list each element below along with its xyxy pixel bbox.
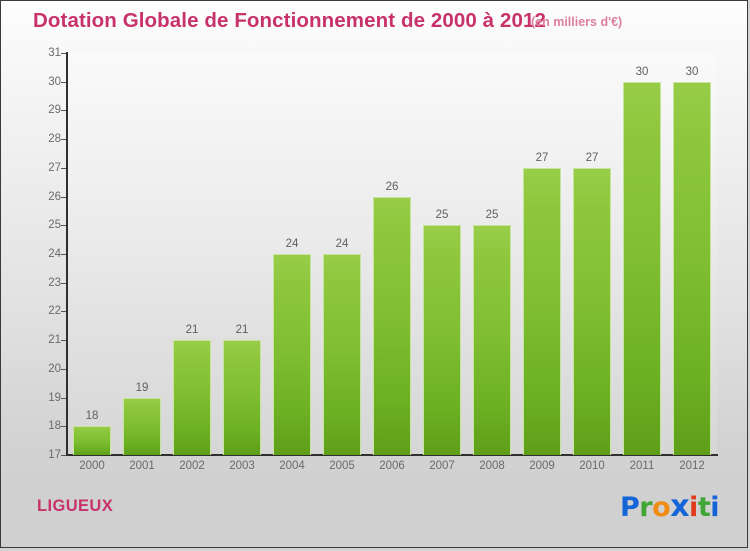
bar-2011[interactable] — [623, 81, 661, 455]
bar-value-label: 19 — [135, 381, 149, 394]
bar-2012[interactable] — [673, 81, 711, 455]
x-axis-tick-label: 2008 — [479, 460, 505, 472]
logo-letter: x — [670, 489, 690, 524]
bar-value-label: 26 — [385, 180, 399, 193]
y-axis-tick — [61, 139, 66, 141]
x-axis-tick-label: 2011 — [629, 460, 655, 472]
logo-letter: r — [639, 492, 653, 523]
x-axis-tick-label: 2010 — [579, 460, 605, 472]
y-axis-tick-label: 22 — [48, 305, 61, 318]
bar-value-label: 30 — [685, 65, 699, 78]
logo-letter: o — [652, 492, 671, 523]
y-axis-tick — [61, 368, 66, 370]
logo-letter: P — [620, 492, 640, 523]
y-axis-tick — [61, 455, 66, 456]
x-axis-tick-label: 2004 — [279, 460, 305, 472]
bar-2006[interactable] — [373, 196, 411, 455]
x-axis-tick-label: 2005 — [329, 460, 355, 472]
y-axis-tick-label: 28 — [48, 133, 61, 146]
y-axis-tick-label: 26 — [48, 190, 61, 203]
y-axis-line — [66, 52, 68, 456]
bar-2010[interactable] — [573, 167, 611, 455]
bar-2008[interactable] — [473, 225, 511, 455]
commune-name: LIGUEUX — [37, 497, 114, 515]
y-axis-tick — [61, 282, 66, 284]
bar-2001[interactable] — [123, 397, 161, 455]
x-axis-tick-label: 2003 — [229, 460, 255, 472]
y-axis-tick-label: 19 — [48, 391, 61, 404]
y-axis-tick-label: 23 — [48, 276, 61, 289]
y-axis-tick-label: 21 — [48, 334, 61, 347]
x-axis-tick-label: 2001 — [129, 460, 155, 472]
bar-value-label: 24 — [335, 238, 349, 250]
bar-2002[interactable] — [173, 340, 211, 455]
x-axis-tick-label: 2000 — [79, 460, 105, 472]
y-axis-tick — [61, 81, 66, 83]
bar-value-label: 24 — [285, 238, 299, 250]
logo-letter: i — [689, 492, 698, 523]
y-axis-tick — [61, 426, 66, 428]
x-axis-tick-label: 2012 — [679, 460, 705, 472]
bar-value-label: 25 — [435, 209, 449, 222]
chart-units-subtitle: (en milliers d'€) — [531, 15, 623, 29]
bar-value-label: 27 — [585, 151, 599, 164]
y-axis-tick-label: 27 — [48, 161, 61, 174]
y-axis-tick — [61, 196, 66, 198]
page-title: Dotation Globale de Fonctionnement de 20… — [33, 9, 546, 32]
bar-value-label: 27 — [535, 151, 549, 164]
y-axis-tick — [61, 254, 66, 255]
bar-2003[interactable] — [223, 340, 261, 455]
bar-2005[interactable] — [323, 254, 361, 455]
y-axis-tick-label: 24 — [48, 248, 61, 260]
x-axis-tick-label: 2009 — [529, 460, 555, 472]
y-axis-tick — [61, 167, 66, 169]
x-axis-tick-label: 2006 — [379, 460, 405, 472]
y-axis-tick — [61, 110, 66, 112]
y-axis-tick-label: 31 — [48, 47, 61, 59]
y-axis-tick — [61, 53, 66, 54]
y-axis-tick-label: 30 — [48, 75, 61, 88]
bar-value-label: 18 — [85, 410, 99, 423]
bar-value-label: 30 — [635, 65, 649, 78]
bar-2007[interactable] — [423, 225, 461, 455]
y-axis-tick-label: 20 — [48, 362, 61, 375]
y-axis-labels: 17 18 19 20 21 22 23 24 25 26 27 28 29 30 31 — [1, 1, 66, 551]
bar-value-label: 25 — [485, 209, 499, 222]
y-axis-tick-label: 17 — [48, 449, 61, 461]
y-axis-tick — [61, 311, 66, 313]
chart-header: Dotation Globale de Fonctionnement de 20… — [1, 9, 747, 39]
y-axis-tick-label: 18 — [48, 420, 61, 433]
logo-letter: t — [697, 492, 711, 523]
bar-2009[interactable] — [523, 167, 561, 455]
x-axis-line — [66, 454, 718, 456]
proxiti-logo[interactable]: Proxiti — [620, 489, 719, 524]
bar-2004[interactable] — [273, 254, 311, 455]
bar-value-label: 21 — [235, 324, 249, 337]
logo-letter: i — [710, 492, 719, 523]
chart-footer: LIGUEUX Proxiti — [1, 473, 747, 547]
y-axis-tick — [61, 340, 66, 342]
y-axis-tick-label: 25 — [48, 219, 61, 232]
bar-value-label: 21 — [185, 324, 199, 337]
x-axis-tick-label: 2007 — [429, 460, 455, 472]
y-axis-tick — [61, 397, 66, 399]
x-axis-tick-label: 2002 — [179, 460, 205, 472]
bar-2000[interactable] — [73, 426, 111, 455]
y-axis-tick-label: 29 — [48, 104, 61, 117]
y-axis-tick — [61, 225, 66, 227]
